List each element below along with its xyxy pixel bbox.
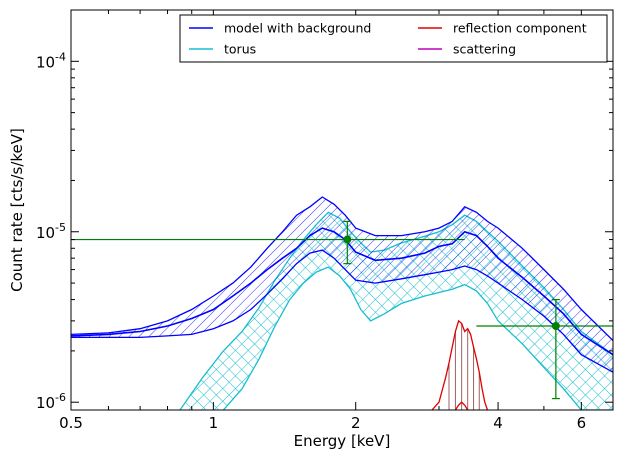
legend-label: reflection component (453, 21, 587, 36)
data-marker (343, 235, 352, 244)
model-median-line (71, 227, 613, 356)
torus-lower-line (222, 266, 613, 410)
data-point (71, 220, 465, 265)
data-point (476, 298, 613, 400)
y-tick-label: 10-5 (36, 221, 66, 242)
reflection-lower-line (454, 401, 469, 410)
data-marker (551, 321, 560, 330)
reflection-line (431, 319, 489, 410)
model-lower-line (71, 249, 613, 373)
x-tick-label: 6 (577, 414, 587, 432)
x-tick-label: 0.5 (59, 414, 83, 432)
plot-area (71, 196, 613, 410)
legend-label: model with background (224, 21, 371, 36)
axis-ticks: 0.5 1 2 4 6 10-6 10-5 10-4 (36, 9, 614, 432)
x-tick-label: 4 (493, 414, 503, 432)
legend-label: torus (224, 42, 256, 57)
x-tick-label: 2 (351, 414, 361, 432)
legend-label: scattering (453, 42, 516, 57)
y-tick-label: 10-6 (36, 391, 66, 412)
legend-box (179, 14, 608, 63)
legend: model with background reflection componen… (179, 14, 608, 63)
x-axis-label: Energy [keV] (294, 432, 391, 450)
model-band (71, 197, 613, 373)
plot-frame (70, 9, 614, 411)
x-tick-label: 1 (209, 414, 219, 432)
y-tick-label: 10-4 (36, 50, 66, 71)
y-axis-label: Count rate [cts/s/keV] (8, 128, 26, 292)
